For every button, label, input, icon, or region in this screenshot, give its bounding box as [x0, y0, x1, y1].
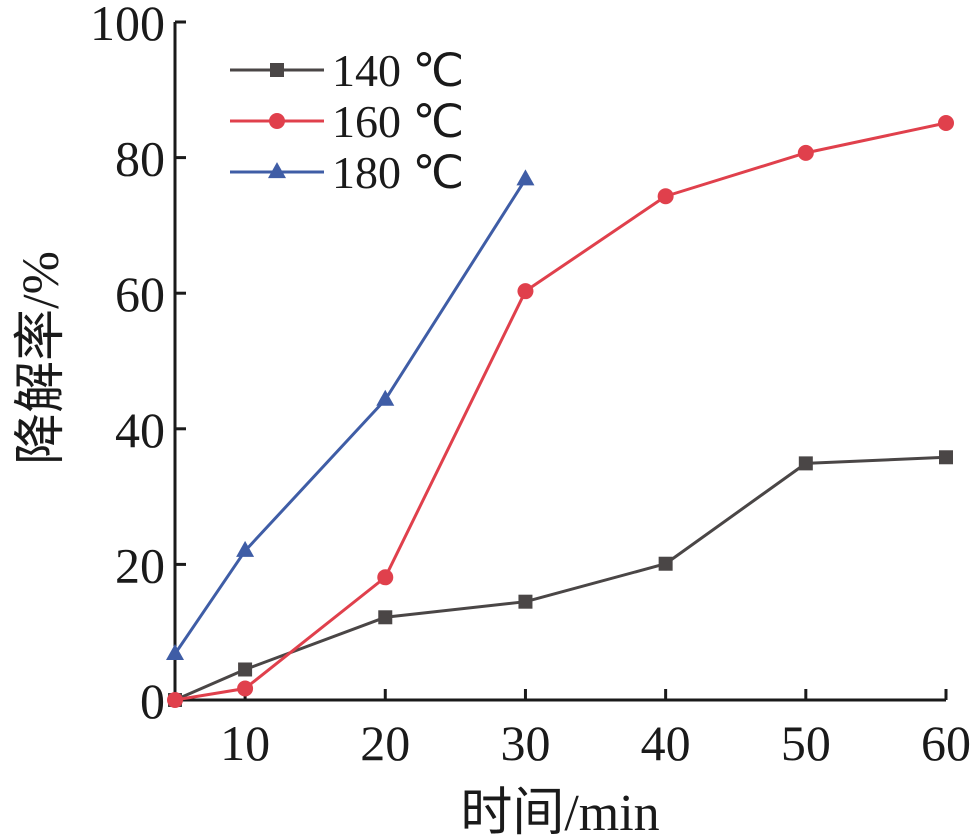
series-line [174, 121, 947, 702]
data-point [517, 283, 534, 300]
series-0 [168, 450, 953, 707]
y-tick-label: 60 [115, 266, 165, 322]
legend-marker [270, 63, 284, 77]
legend-label: 180 ℃ [332, 147, 464, 198]
data-point [238, 662, 253, 677]
series-line [173, 178, 527, 655]
x-axis-title: 时间/min [460, 785, 659, 838]
y-tick-label: 80 [115, 131, 165, 187]
legend-label: 140 ℃ [332, 45, 464, 96]
data-point [939, 450, 953, 465]
data-point [658, 556, 673, 571]
x-tick-label: 40 [641, 715, 691, 771]
ticks: 0 20 40 60 80 100 10 20 30 40 50 60 [90, 0, 971, 771]
legend-item: 160 ℃ [230, 96, 464, 147]
series-layer [166, 115, 954, 708]
data-point [378, 610, 393, 625]
legend-marker [269, 113, 285, 129]
data-point [236, 540, 255, 557]
y-axis-title: 降解率/% [13, 251, 70, 465]
x-tick-label: 50 [781, 715, 831, 771]
data-point [237, 680, 254, 697]
series-1 [167, 115, 954, 708]
x-tick-label: 60 [921, 715, 971, 771]
data-point [376, 389, 395, 406]
data-point [377, 569, 394, 586]
data-point [518, 594, 533, 609]
series-line [174, 455, 947, 702]
legend-item: 140 ℃ [230, 45, 464, 96]
data-point [797, 144, 814, 161]
x-tick-label: 20 [360, 715, 410, 771]
data-point [798, 456, 813, 471]
y-tick-label: 20 [115, 537, 165, 593]
data-point [166, 643, 184, 660]
legend-label: 160 ℃ [332, 96, 464, 147]
data-point [657, 188, 674, 205]
x-tick-label: 10 [220, 715, 270, 771]
y-tick-label: 0 [140, 673, 165, 729]
axes [173, 22, 946, 702]
x-tick-label: 30 [500, 715, 550, 771]
data-point [167, 692, 183, 708]
legend-item: 180 ℃ [230, 147, 464, 198]
data-point [516, 169, 535, 186]
series-2 [166, 169, 535, 660]
y-tick-label: 100 [90, 0, 165, 51]
data-point [938, 115, 954, 132]
legend-marker [268, 162, 286, 179]
y-tick-label: 40 [115, 402, 165, 458]
